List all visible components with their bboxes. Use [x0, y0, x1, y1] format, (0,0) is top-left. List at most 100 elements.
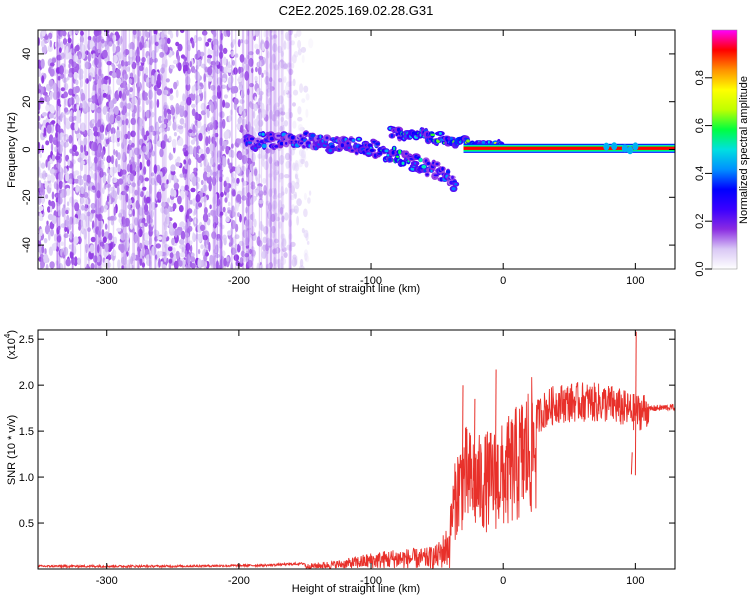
- noise-speckle: [156, 174, 162, 184]
- noise-speckle: [288, 81, 294, 87]
- noise-speckle: [209, 204, 212, 210]
- noise-speckle: [210, 266, 216, 269]
- noise-speckle: [294, 257, 297, 266]
- noise-speckle: [183, 173, 187, 178]
- noise-speckle: [284, 84, 289, 94]
- noise-speckle: [183, 159, 187, 165]
- noise-speckle: [163, 89, 169, 96]
- noise-speckle: [195, 233, 200, 240]
- track-point: [449, 180, 454, 185]
- noise-speckle: [70, 243, 75, 253]
- noise-speckle: [160, 38, 166, 45]
- noise-speckle: [70, 48, 74, 54]
- noise-speckle: [59, 47, 62, 53]
- noise-speckle: [203, 196, 207, 203]
- noise-speckle: [99, 170, 104, 178]
- noise-speckle: [186, 39, 191, 47]
- carrier-blob: [621, 144, 628, 153]
- noise-speckle: [305, 93, 310, 101]
- y-tick-label: 0: [21, 146, 33, 152]
- noise-speckle: [306, 240, 310, 245]
- noise-speckle: [130, 142, 135, 148]
- noise-speckle: [259, 91, 264, 96]
- noise-speckle: [157, 73, 161, 84]
- noise-speckle: [255, 124, 258, 132]
- noise-speckle: [260, 264, 264, 269]
- noise-speckle: [98, 223, 102, 232]
- noise-speckle: [268, 188, 273, 198]
- noise-speckle: [124, 49, 130, 56]
- noise-speckle: [278, 95, 284, 105]
- noise-speckle: [254, 168, 258, 176]
- noise-speckle: [45, 83, 50, 91]
- noise-streak: [274, 30, 278, 269]
- noise-speckle: [80, 92, 86, 103]
- noise-speckle: [66, 214, 70, 222]
- noise-speckle: [58, 263, 64, 269]
- noise-streak: [203, 30, 207, 269]
- noise-speckle: [156, 88, 162, 96]
- x-tick-label: -200: [228, 275, 250, 287]
- track-point: [481, 140, 486, 145]
- noise-speckle: [240, 124, 244, 134]
- noise-speckle: [239, 39, 244, 44]
- noise-speckle: [168, 135, 172, 142]
- noise-speckle: [141, 127, 145, 138]
- noise-speckle: [44, 224, 51, 235]
- noise-speckle: [68, 115, 74, 123]
- noise-speckle: [180, 54, 186, 59]
- noise-speckle: [274, 161, 279, 167]
- noise-speckle: [38, 160, 41, 169]
- track-point: [256, 139, 259, 143]
- noise-speckle: [138, 207, 144, 216]
- noise-speckle: [110, 127, 116, 135]
- noise-speckle: [236, 123, 241, 129]
- colorbar-scale: [711, 29, 738, 270]
- noise-speckle: [229, 109, 233, 116]
- noise-speckle: [284, 212, 289, 221]
- noise-speckle: [138, 228, 143, 238]
- noise-speckle: [290, 194, 295, 201]
- noise-speckle: [308, 190, 312, 196]
- noise-speckle: [203, 90, 207, 101]
- noise-speckle: [272, 43, 278, 53]
- noise-speckle: [100, 133, 105, 141]
- noise-speckle: [59, 30, 63, 37]
- noise-speckle: [221, 250, 226, 257]
- noise-speckle: [90, 209, 96, 214]
- noise-speckle: [268, 173, 272, 178]
- noise-speckle: [108, 76, 111, 85]
- noise-speckle: [129, 173, 134, 182]
- noise-speckle: [188, 240, 193, 245]
- noise-speckle: [246, 192, 251, 198]
- noise-streak: [185, 30, 188, 269]
- noise-speckle: [165, 58, 168, 68]
- noise-speckle: [287, 30, 294, 36]
- noise-speckle: [204, 207, 208, 215]
- noise-streak: [278, 30, 280, 269]
- noise-speckle: [94, 57, 99, 66]
- noise-speckle: [142, 145, 147, 153]
- track-point: [351, 138, 355, 142]
- noise-speckle: [293, 205, 299, 215]
- noise-speckle: [58, 209, 61, 217]
- noise-speckle: [226, 30, 230, 37]
- noise-speckle: [274, 238, 279, 244]
- noise-speckle: [132, 208, 135, 217]
- noise-speckle: [227, 82, 233, 88]
- noise-speckle: [249, 248, 252, 255]
- noise-speckle: [267, 51, 270, 59]
- noise-speckle: [136, 36, 141, 42]
- track-point: [426, 162, 430, 165]
- noise-speckle: [197, 36, 203, 42]
- noise-speckle: [56, 54, 62, 61]
- noise-streak: [98, 30, 101, 269]
- noise-speckle: [177, 55, 180, 61]
- noise-speckle: [147, 89, 154, 100]
- noise-speckle: [201, 30, 208, 36]
- noise-speckle: [95, 198, 100, 209]
- noise-speckle: [268, 62, 275, 70]
- noise-speckle: [262, 177, 267, 184]
- noise-speckle: [228, 115, 232, 122]
- noise-speckle: [108, 41, 113, 47]
